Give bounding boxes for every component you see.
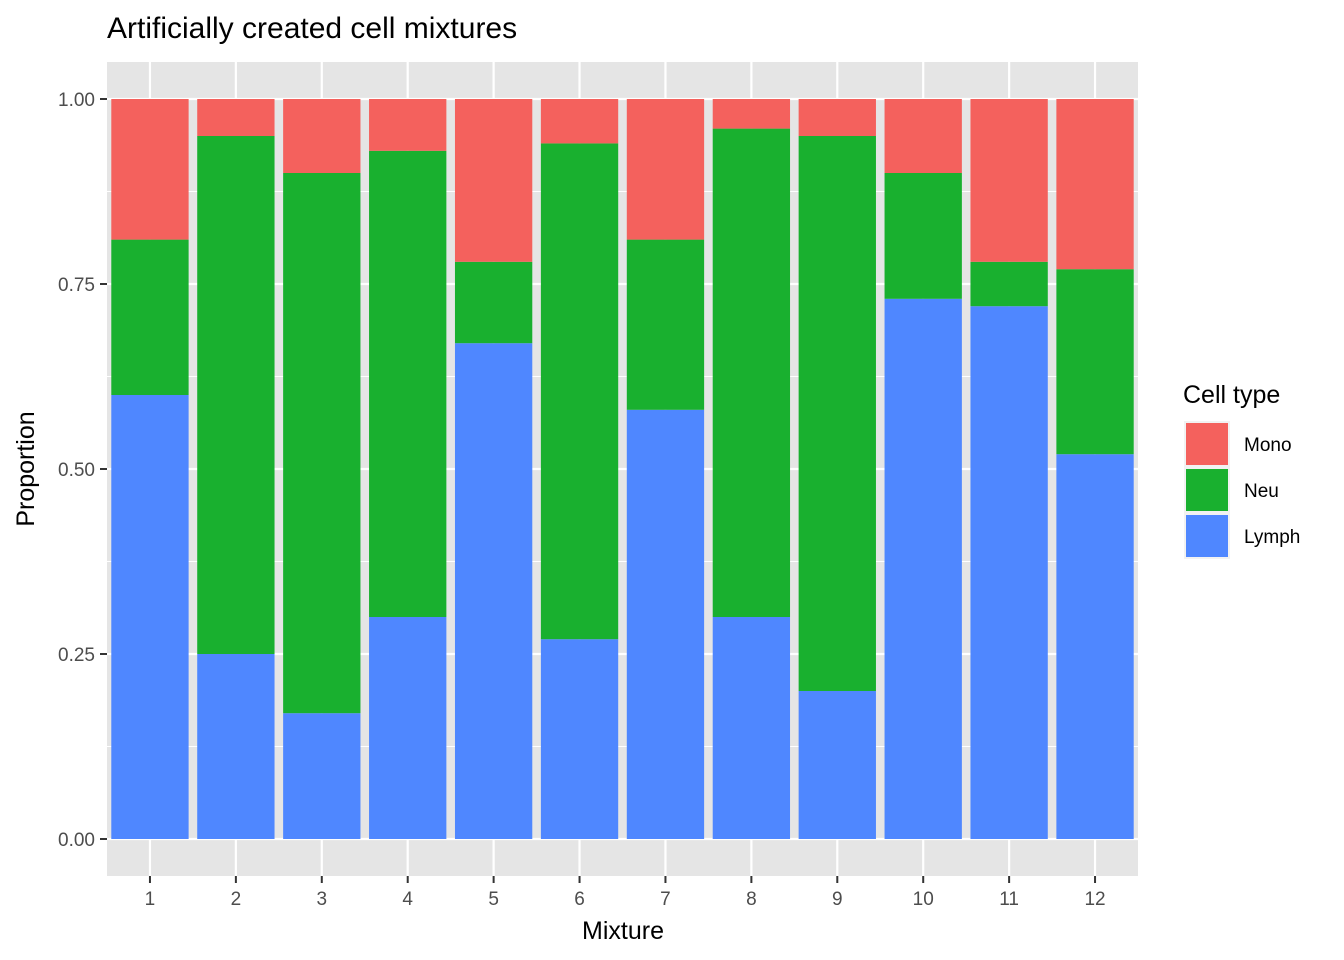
legend-label-lymph: Lymph — [1244, 527, 1300, 548]
x-tick-label: 6 — [574, 889, 585, 910]
bar-neu-mixture-3 — [283, 173, 361, 714]
chart-title: Artificially created cell mixtures — [107, 12, 517, 45]
bar-neu-mixture-1 — [111, 239, 189, 395]
bar-neu-mixture-10 — [884, 173, 962, 299]
legend-title: Cell type — [1183, 381, 1280, 409]
x-tick-label: 1 — [145, 889, 156, 910]
bar-neu-mixture-2 — [197, 136, 275, 654]
x-tick-label: 11 — [999, 889, 1019, 910]
bar-mono-mixture-12 — [1056, 99, 1134, 270]
bar-mono-mixture-8 — [712, 99, 791, 129]
bar-lymph-mixture-5 — [454, 343, 533, 839]
bar-mono-mixture-11 — [970, 99, 1048, 262]
x-tick-label: 10 — [913, 889, 934, 910]
x-axis-title: Mixture — [582, 917, 664, 945]
bar-neu-mixture-6 — [540, 143, 619, 640]
bar-stacks — [111, 99, 1134, 839]
bar-neu-mixture-8 — [712, 128, 791, 617]
legend-swatch-neu — [1186, 469, 1228, 511]
bar-mono-mixture-3 — [283, 99, 361, 173]
bar-mono-mixture-7 — [626, 99, 705, 240]
legend-label-neu: Neu — [1244, 481, 1279, 502]
bar-mono-mixture-2 — [197, 99, 275, 136]
bar-lymph-mixture-10 — [884, 298, 962, 839]
x-tick-label: 3 — [317, 889, 328, 910]
bar-lymph-mixture-12 — [1056, 454, 1134, 839]
x-tick-label: 12 — [1084, 889, 1105, 910]
bar-mono-mixture-4 — [369, 99, 447, 151]
bar-lymph-mixture-3 — [283, 713, 361, 839]
x-tick-label: 4 — [402, 889, 413, 910]
legend-label-mono: Mono — [1244, 435, 1292, 456]
x-tick-label: 7 — [660, 889, 671, 910]
minor-gridlines — [107, 190, 1138, 748]
bar-mono-mixture-1 — [111, 99, 189, 240]
x-tick-label: 8 — [746, 889, 757, 910]
bar-lymph-mixture-11 — [970, 306, 1048, 839]
bar-lymph-mixture-1 — [111, 395, 189, 839]
legend: Cell type Mono Neu Lymph — [1183, 381, 1300, 559]
bar-neu-mixture-5 — [454, 261, 533, 344]
bar-lymph-mixture-8 — [712, 617, 791, 839]
x-axis: 1 2 3 4 5 6 7 8 9 10 11 12 — [145, 876, 1106, 910]
bar-neu-mixture-7 — [626, 239, 705, 410]
legend-swatch-mono — [1186, 423, 1228, 465]
bar-lymph-mixture-7 — [626, 409, 705, 839]
y-tick-label: 0.25 — [58, 645, 95, 666]
bar-neu-mixture-12 — [1056, 269, 1134, 455]
y-tick-label: 0.75 — [58, 275, 95, 296]
bar-neu-mixture-4 — [369, 150, 447, 618]
bar-lymph-mixture-6 — [540, 639, 619, 839]
y-axis-title: Proportion — [12, 411, 40, 526]
bar-mono-mixture-5 — [454, 99, 533, 262]
x-tick-label: 9 — [832, 889, 843, 910]
bar-neu-mixture-9 — [798, 136, 876, 691]
legend-swatch-lymph — [1186, 515, 1228, 557]
y-axis: 0.00 0.25 0.50 0.75 1.00 — [58, 90, 107, 851]
y-tick-label: 0.50 — [58, 460, 95, 481]
bar-mono-mixture-6 — [540, 99, 619, 144]
bar-lymph-mixture-9 — [798, 691, 876, 839]
bar-mono-mixture-9 — [798, 99, 876, 136]
y-tick-label: 1.00 — [58, 90, 95, 111]
bar-neu-mixture-11 — [970, 261, 1048, 307]
x-tick-label: 2 — [231, 889, 242, 910]
bar-lymph-mixture-4 — [369, 617, 447, 839]
x-tick-label: 5 — [488, 889, 499, 910]
bar-mono-mixture-10 — [884, 99, 962, 173]
bar-lymph-mixture-2 — [197, 654, 275, 839]
y-tick-label: 0.00 — [58, 830, 95, 851]
